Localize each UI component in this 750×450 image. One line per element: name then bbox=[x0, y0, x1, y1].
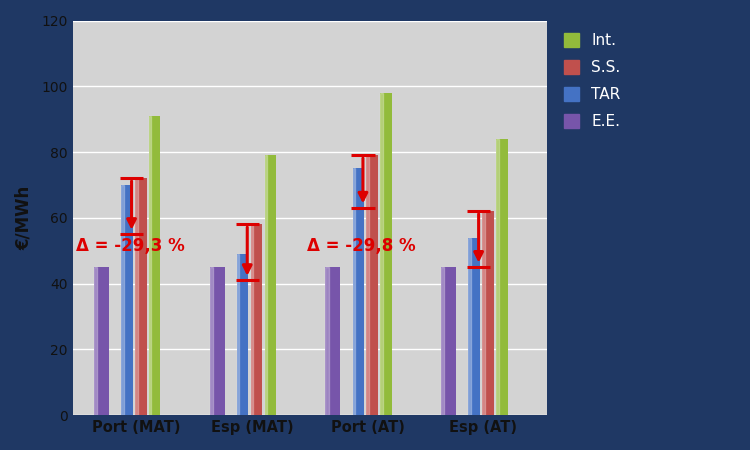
Bar bbox=[367, 155, 369, 415]
Bar bbox=[326, 267, 328, 415]
Bar bbox=[251, 225, 254, 415]
Bar bbox=[496, 139, 508, 415]
Bar bbox=[210, 267, 225, 415]
Bar bbox=[326, 267, 340, 415]
Bar bbox=[352, 168, 364, 415]
Text: Δ = -29,8 %: Δ = -29,8 % bbox=[308, 237, 416, 255]
Bar bbox=[237, 254, 248, 415]
Bar bbox=[94, 267, 109, 415]
Bar bbox=[237, 254, 239, 415]
Bar bbox=[441, 267, 444, 415]
Bar bbox=[135, 178, 146, 415]
Text: Δ = -29,3 %: Δ = -29,3 % bbox=[76, 237, 184, 255]
Bar bbox=[482, 211, 494, 415]
Bar bbox=[122, 185, 124, 415]
Bar bbox=[265, 155, 267, 415]
Bar bbox=[380, 93, 392, 415]
Bar bbox=[482, 211, 484, 415]
Bar bbox=[496, 139, 499, 415]
Bar bbox=[367, 155, 378, 415]
Bar bbox=[468, 238, 471, 415]
Bar bbox=[380, 93, 382, 415]
Bar bbox=[352, 168, 355, 415]
Bar bbox=[441, 267, 456, 415]
Bar bbox=[251, 225, 262, 415]
Y-axis label: €/MWh: €/MWh bbox=[15, 186, 33, 250]
Bar bbox=[265, 155, 276, 415]
Bar bbox=[122, 185, 133, 415]
Bar bbox=[94, 267, 98, 415]
Bar bbox=[468, 238, 480, 415]
Bar bbox=[149, 116, 160, 415]
Bar bbox=[149, 116, 152, 415]
Bar bbox=[210, 267, 213, 415]
Legend: Int., S.S., TAR, E.E.: Int., S.S., TAR, E.E. bbox=[560, 28, 626, 134]
Bar bbox=[135, 178, 137, 415]
